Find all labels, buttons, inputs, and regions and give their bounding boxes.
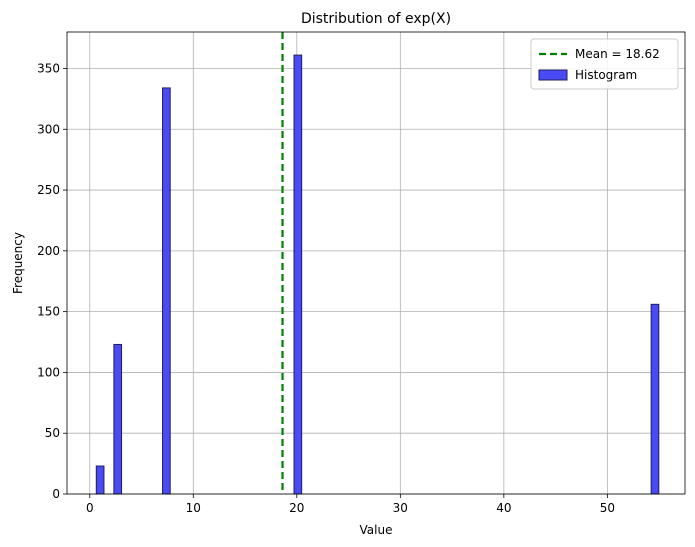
y-tick-label: 300: [37, 122, 60, 136]
x-tick-label: 10: [186, 501, 201, 515]
x-tick-label: 40: [496, 501, 511, 515]
x-tick-label: 0: [86, 501, 94, 515]
legend-swatch-histogram: [538, 69, 568, 81]
y-tick-label: 200: [37, 244, 60, 258]
y-axis: 0 50 100 150 200 250 300 350: [37, 61, 67, 501]
y-tick-label: 350: [37, 61, 60, 75]
x-tick-label: 30: [393, 501, 408, 515]
legend: Mean = 18.62 Histogram: [530, 38, 679, 90]
y-tick-label: 250: [37, 183, 60, 197]
x-axis: 0 10 20 30 40 50: [86, 494, 615, 515]
x-tick-label: 50: [600, 501, 615, 515]
y-tick-label: 150: [37, 305, 60, 319]
plot-frame: [66, 31, 686, 495]
legend-box: [530, 38, 679, 90]
y-tick-label: 50: [45, 426, 60, 440]
y-tick-label: 100: [37, 365, 60, 379]
legend-label: Mean = 18.62: [575, 47, 660, 61]
histogram-bar: [113, 343, 123, 495]
y-axis-label: Frequency: [11, 232, 25, 294]
x-tick-label: 20: [289, 501, 304, 515]
histogram-bar: [95, 465, 105, 495]
histogram-bar: [162, 87, 171, 495]
bars: [95, 54, 660, 495]
histogram-bar: [650, 303, 660, 495]
histogram-bar: [293, 54, 303, 495]
y-tick-label: 0: [52, 487, 60, 501]
grid: [67, 32, 685, 495]
legend-label: Histogram: [575, 68, 637, 82]
chart-title: Distribution of exp(X): [301, 11, 451, 27]
x-axis-label: Value: [360, 523, 393, 537]
